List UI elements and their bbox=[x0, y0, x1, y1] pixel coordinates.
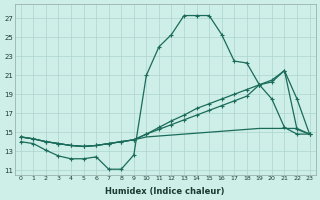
X-axis label: Humidex (Indice chaleur): Humidex (Indice chaleur) bbox=[106, 187, 225, 196]
